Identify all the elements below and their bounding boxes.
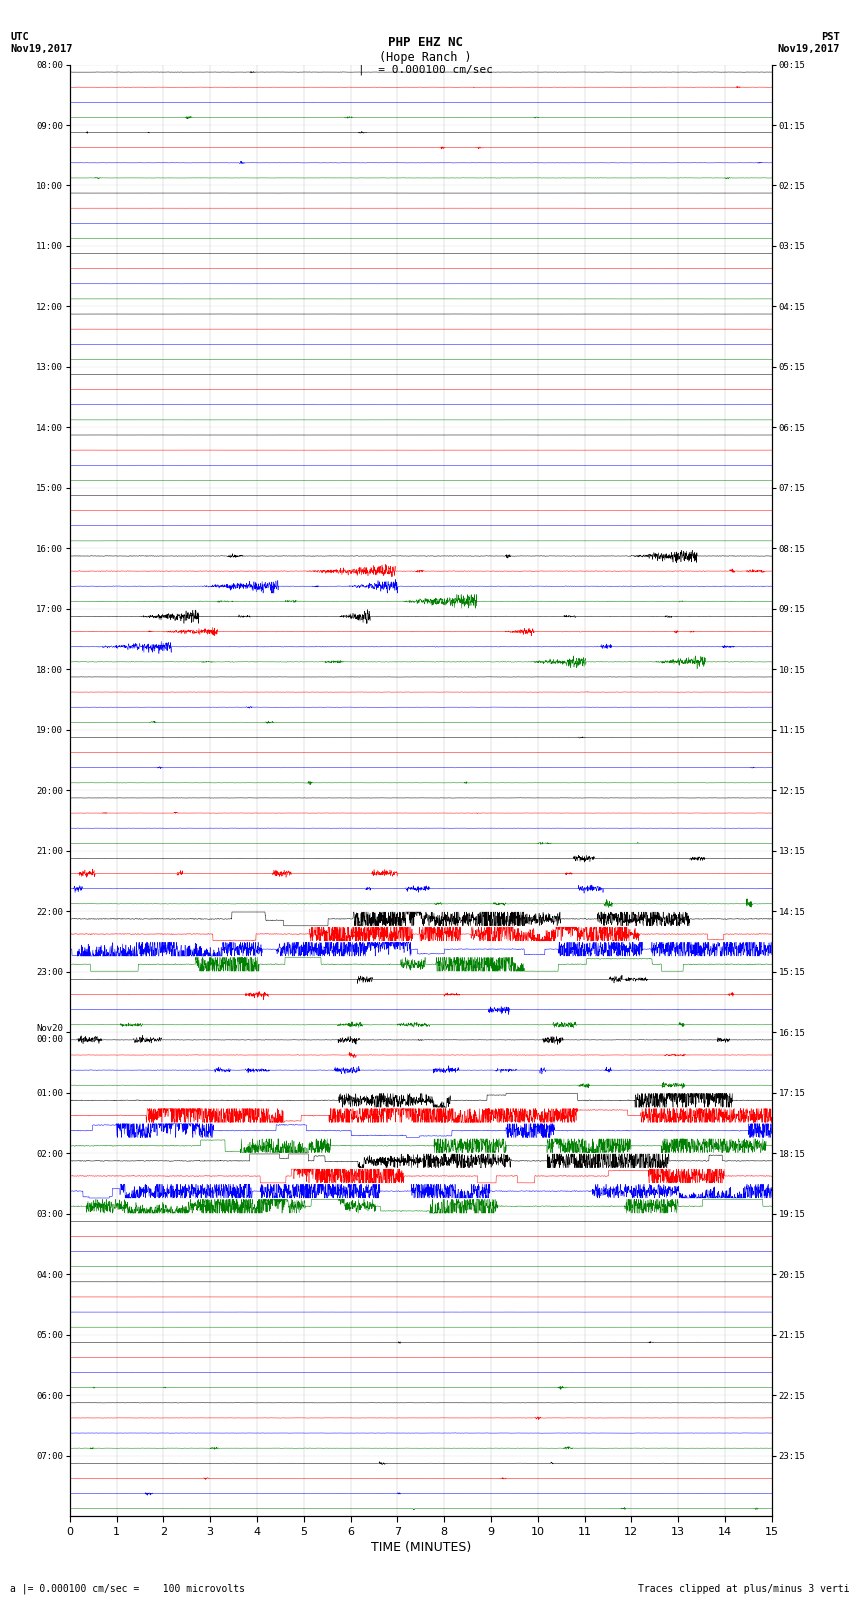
Text: |  = 0.000100 cm/sec: | = 0.000100 cm/sec (358, 65, 492, 76)
Text: a |= 0.000100 cm/sec =    100 microvolts: a |= 0.000100 cm/sec = 100 microvolts (10, 1582, 245, 1594)
Text: Traces clipped at plus/minus 3 vertical divisions: Traces clipped at plus/minus 3 vertical … (638, 1584, 850, 1594)
Text: UTC
Nov19,2017: UTC Nov19,2017 (10, 32, 73, 53)
X-axis label: TIME (MINUTES): TIME (MINUTES) (371, 1540, 471, 1553)
Text: (Hope Ranch ): (Hope Ranch ) (379, 50, 471, 65)
Text: PHP EHZ NC: PHP EHZ NC (388, 37, 462, 50)
Text: PST
Nov19,2017: PST Nov19,2017 (777, 32, 840, 53)
